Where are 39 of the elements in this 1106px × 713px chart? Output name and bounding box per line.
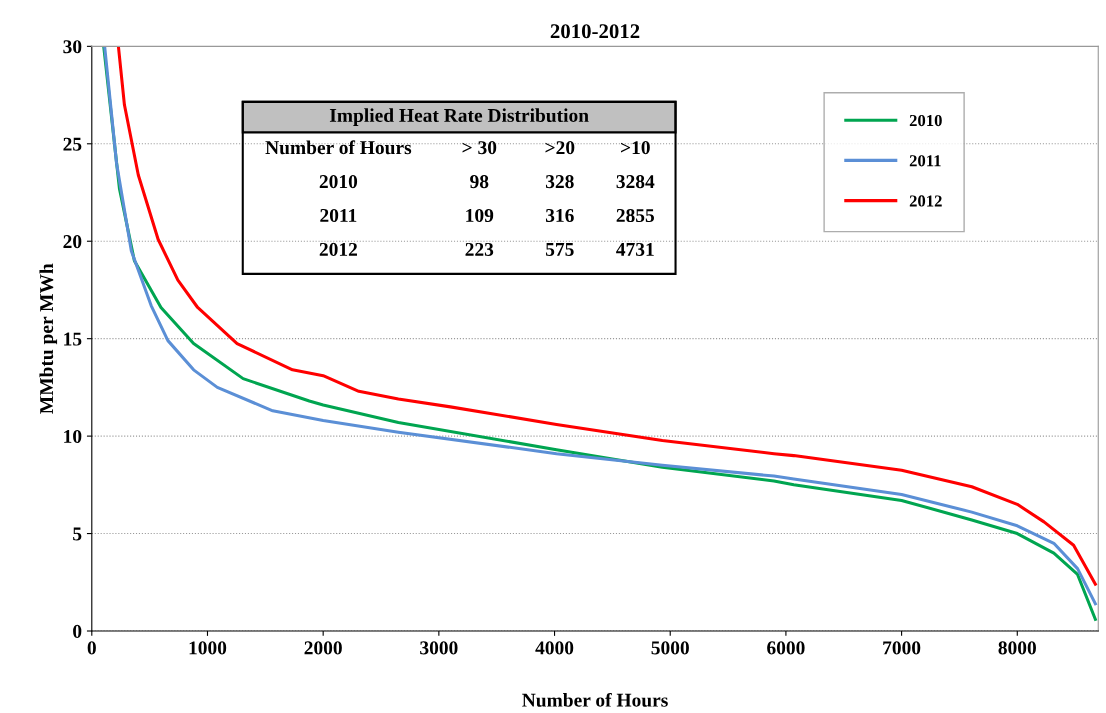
- x-tick-label: 8000: [998, 641, 1036, 655]
- legend-label: 2011: [909, 155, 941, 167]
- y-tick-label: 15: [64, 332, 82, 346]
- x-tick-label: 0: [87, 641, 96, 655]
- annotation: 98: [470, 175, 489, 189]
- y-tick-label: 20: [63, 235, 82, 249]
- y-tick-label: 30: [63, 40, 82, 54]
- annotation: 2855: [616, 208, 655, 223]
- annotation: 3284: [616, 175, 655, 189]
- annotation: 316: [545, 208, 574, 223]
- x-tick-label: 2000: [304, 641, 342, 655]
- chart-title: 2010-2012: [550, 24, 640, 39]
- x-tick-label: 3000: [420, 641, 458, 655]
- annotation: 4731: [616, 242, 654, 256]
- legend-label: 2012: [909, 195, 942, 207]
- annotation: 328: [545, 175, 574, 189]
- annotation: 2011: [320, 208, 357, 223]
- annotation: Implied Heat Rate Distribution: [329, 108, 589, 126]
- x-axis-title: Number of Hours: [522, 692, 668, 707]
- y-tick-label: 0: [73, 624, 82, 638]
- x-tick-label: 5000: [651, 641, 689, 655]
- annotation: >10: [621, 141, 650, 155]
- annotation: 575: [546, 243, 574, 256]
- x-tick-label: 6000: [767, 641, 805, 655]
- x-tick-label: 4000: [535, 641, 574, 655]
- annotation: 109: [466, 208, 494, 223]
- annotation: >20: [545, 141, 575, 155]
- annotation: 2012: [319, 242, 357, 256]
- x-tick-label: 1000: [189, 641, 227, 655]
- legend-label: 2010: [909, 114, 942, 127]
- annotation: 2010: [319, 175, 358, 189]
- x-tick-label: 7000: [883, 641, 921, 655]
- y-tick-label: 25: [63, 137, 82, 151]
- annotation: Number of Hours: [265, 140, 412, 155]
- y-tick-label: 5: [73, 527, 82, 541]
- annotation: 223: [465, 242, 494, 256]
- y-tick-label: 10: [64, 429, 82, 444]
- y-axis-title: MMbtu per MWh: [39, 263, 58, 414]
- annotation: > 30: [462, 141, 497, 155]
